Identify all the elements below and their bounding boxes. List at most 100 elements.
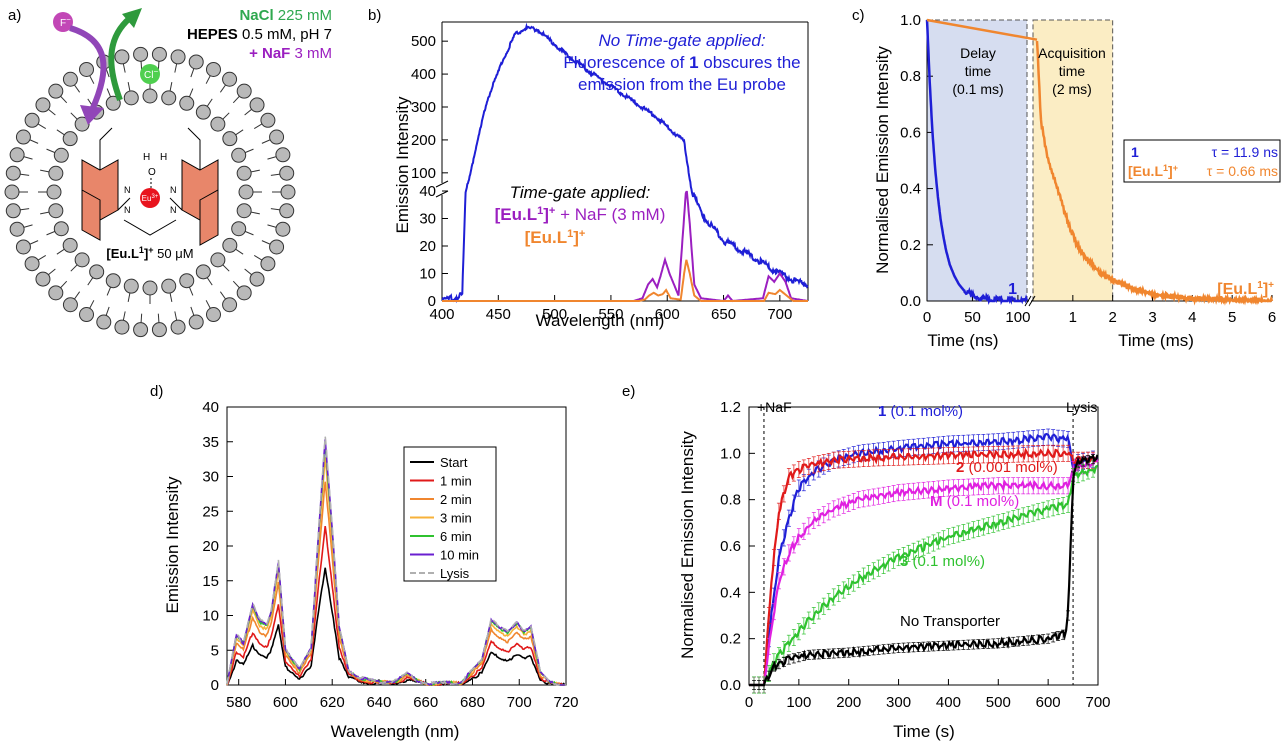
annotation-gate-title: Time-gate applied:	[510, 183, 651, 202]
y-tick-label: 0.4	[900, 181, 921, 198]
lipid-head	[5, 165, 21, 181]
x-tick-label: 200	[836, 694, 861, 711]
lipid-head	[279, 165, 295, 181]
timepoint-series-2	[226, 481, 566, 686]
x-tick-label: 550	[598, 306, 623, 323]
lipid-head	[249, 271, 265, 287]
y-tick-label: 40	[419, 183, 436, 200]
decay-series-1	[925, 19, 1029, 306]
lipid-head	[24, 112, 40, 128]
water-h-right: H	[160, 152, 167, 163]
chloride-efflux-arrow	[108, 15, 133, 102]
europium-complex-icon: Eu3+ H O H N N N N [Eu.L1]+ 50 μM	[81, 127, 219, 261]
panel-d-series	[226, 436, 566, 686]
lipid-head	[48, 285, 64, 301]
water-o: O	[148, 167, 156, 178]
lipid-head	[35, 271, 51, 287]
legend-2-name: [Eu.L1]+	[1128, 163, 1178, 179]
eu-label: Eu3+	[142, 194, 159, 203]
fluoride-influx-arrow	[69, 25, 107, 112]
y-tick-label: 0	[428, 293, 436, 310]
lipid-head	[48, 83, 64, 99]
event-naf-label: +NaF	[757, 399, 792, 415]
acq-label-3: (2 ms)	[1052, 81, 1092, 97]
lipid-head	[48, 165, 64, 181]
y-tick-label: 1.0	[900, 12, 921, 29]
y-tick-label: 200	[411, 132, 436, 149]
y-tick-label: 40	[202, 399, 219, 416]
panel-e-xlabel: Time (s)	[893, 722, 955, 741]
legend-entry: 3 min	[440, 511, 472, 526]
lipid-head	[62, 297, 78, 313]
spectrum-series-2	[442, 259, 808, 302]
panel-e-ylabel: Normalised Emission Intensity	[678, 431, 697, 659]
series-label-m: M (0.1 mol%)	[930, 493, 1019, 510]
lipid-head	[222, 71, 238, 87]
condition-nacl: NaCl 225 mM	[239, 7, 332, 24]
y-tick-label: 10	[202, 608, 219, 625]
timepoint-series-6	[226, 436, 566, 686]
lipid-head	[114, 319, 130, 335]
lipid-head	[195, 264, 211, 280]
lipid-head	[74, 116, 90, 132]
fluoride-arrow-head	[80, 105, 104, 125]
x-tick-label: 500	[542, 306, 567, 323]
event-lysis-label: Lysis	[1066, 399, 1097, 415]
lipid-head	[236, 83, 252, 99]
lipid-head	[179, 273, 195, 289]
condition-hepes: HEPES 0.5 mM, pH 7	[187, 26, 332, 43]
lipid-head	[5, 203, 21, 219]
x-tick-label-right: 1	[1069, 309, 1077, 326]
legend-entry: 10 min	[440, 548, 479, 563]
panel-label-d: d)	[150, 383, 163, 400]
y-tick-label: 1.2	[720, 399, 741, 416]
lipid-head	[222, 131, 238, 147]
legend-box	[403, 446, 497, 582]
lipid-head	[275, 221, 291, 237]
x-tick-label: 100	[786, 694, 811, 711]
x-tick-label: 700	[1085, 694, 1110, 711]
fluoride-ion	[53, 12, 73, 32]
lipid-head	[210, 252, 226, 268]
lipid-head	[161, 278, 177, 294]
transport-series-0	[749, 432, 1099, 687]
x-tick-label: 660	[413, 694, 438, 711]
lipid-head	[15, 129, 31, 145]
y-tick-label: 0.8	[720, 492, 741, 509]
panel-b-series	[441, 22, 809, 304]
y-tick-label: 0.8	[900, 68, 921, 85]
panel-e-chart: 0 100 200 300 400 500 600 700 0.0 0.2 0.4 0.6 0.8 1.0…	[678, 399, 1111, 741]
lipid-head	[9, 221, 25, 237]
x-tick-label: 650	[711, 306, 736, 323]
y-tick-label: 0.2	[900, 237, 921, 254]
lipid-head	[35, 97, 51, 113]
lipid-head	[114, 49, 130, 65]
y-tick-label: 30	[419, 211, 436, 228]
panel-e-axes: 0 100 200 300 400 500 600 700 0.0 0.2 0.4 0.6 0.8 1.0…	[720, 399, 1110, 711]
panel-e-series	[749, 428, 1099, 694]
lipid-head	[161, 90, 177, 106]
y-tick-label: 300	[411, 99, 436, 116]
lipid-head	[15, 239, 31, 255]
y-tick-label: 0.0	[900, 293, 921, 310]
chloride-arrow-head	[122, 8, 142, 28]
x-tick-label-right: 3	[1148, 309, 1156, 326]
fluoride-ion-icon: F−	[53, 12, 73, 32]
end-label-2: [Eu.L1]+	[1217, 280, 1274, 298]
timepoint-series-0	[226, 567, 566, 686]
panel-d-chart: 580 600 620 640 660 680 700 720 0 5 10 15 20 25 30 35 40…	[163, 399, 579, 741]
lipid-head	[89, 264, 105, 280]
lipid-head	[210, 116, 226, 132]
panel-c-right-xlabel: Time (ms)	[1118, 331, 1194, 350]
y-tick-label: 25	[202, 503, 219, 520]
legend-2-tau: τ = 0.66 ms	[1207, 163, 1278, 179]
x-tick-label-left: 50	[964, 309, 981, 326]
x-axis-break-mark	[1024, 295, 1036, 307]
chloride-ion	[140, 64, 160, 84]
lipid-head	[53, 147, 69, 163]
lipid-head	[48, 203, 64, 219]
n-atom-4: N	[170, 205, 177, 215]
lipid-head	[4, 184, 20, 200]
panel-c-series	[925, 18, 1274, 306]
